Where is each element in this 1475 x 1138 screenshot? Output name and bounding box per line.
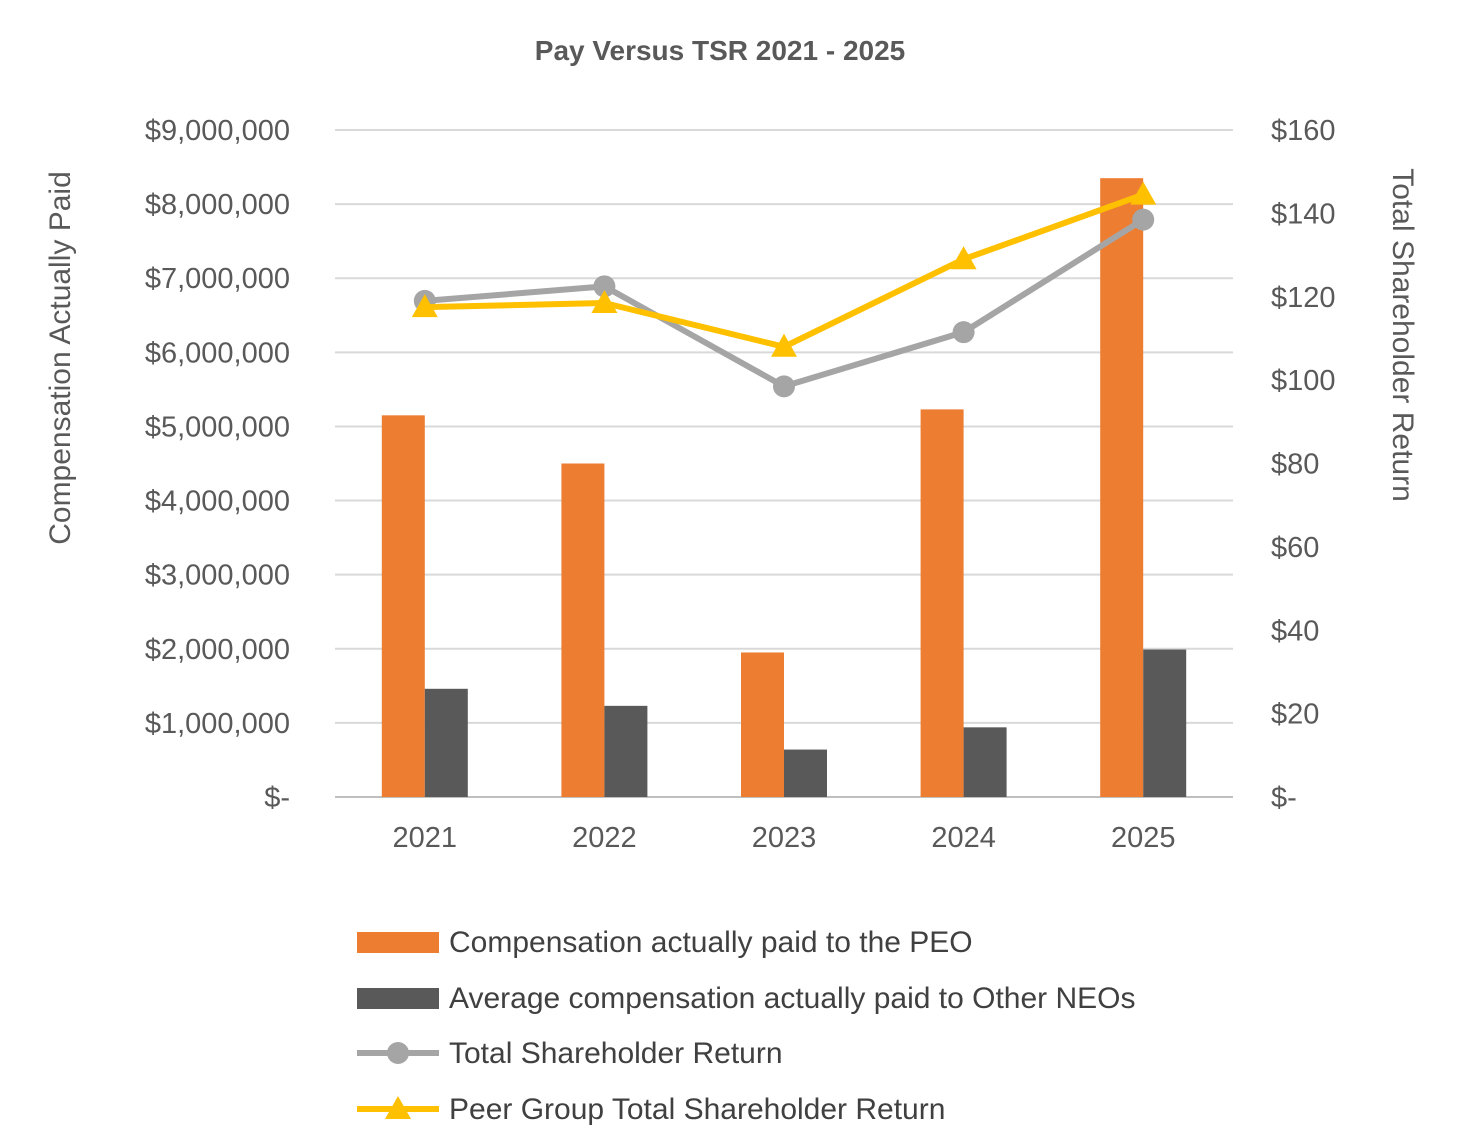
left-tick-label: $3,000,000	[145, 560, 290, 592]
left-tick-label: $4,000,000	[145, 486, 290, 518]
left-tick-label: $1,000,000	[145, 708, 290, 740]
left-tick-label: $7,000,000	[145, 263, 290, 295]
tsr-marker	[773, 375, 795, 398]
left-tick-label: $-	[264, 782, 290, 814]
left-axis-title: Compensation Actually Paid	[44, 171, 77, 545]
legend-marker	[385, 1096, 411, 1119]
left-tick-label: $2,000,000	[145, 634, 290, 666]
bar-series	[381, 178, 1187, 797]
peer-tsr-marker	[1130, 181, 1157, 205]
peer-tsr-marker	[950, 246, 977, 270]
right-axis-ticks: $- $20 $40 $60 $80 $100 $120 $140 $160	[1271, 115, 1336, 814]
right-tick-label: $80	[1271, 449, 1319, 481]
gridlines	[335, 129, 1233, 798]
legend-marker	[387, 1042, 409, 1064]
right-tick-label: $100	[1271, 365, 1336, 397]
legend-swatch	[357, 988, 439, 1009]
right-tick-label: $60	[1271, 532, 1319, 564]
bar-peo	[1100, 178, 1144, 797]
right-tick-label: $20	[1271, 699, 1319, 731]
right-tick-label: $-	[1271, 782, 1297, 814]
bar-other-neos	[604, 705, 648, 797]
legend-label: Compensation actually paid to the PEO	[449, 926, 973, 959]
left-tick-label: $6,000,000	[145, 337, 290, 369]
tsr-marker	[1132, 208, 1155, 231]
legend-label: Peer Group Total Shareholder Return	[449, 1093, 945, 1126]
left-axis-ticks: $- $1,000,000 $2,000,000 $3,000,000 $4,000,0…	[145, 115, 290, 814]
x-tick-label: 2022	[572, 822, 637, 854]
left-tick-label: $5,000,000	[145, 411, 290, 443]
peer-tsr-marker	[411, 294, 438, 318]
peer-tsr-marker	[771, 333, 797, 357]
x-tick-label: 2025	[1111, 822, 1176, 854]
bar-peo	[920, 409, 964, 797]
left-tick-label: $9,000,000	[145, 115, 290, 147]
x-tick-label: 2024	[931, 822, 996, 854]
tsr-marker	[952, 321, 975, 344]
bar-peo	[381, 415, 425, 797]
legend: Compensation actually paid to the PEO Ave…	[357, 926, 1135, 1126]
right-tick-label: $140	[1271, 198, 1336, 230]
bar-peo	[561, 463, 605, 797]
bar-other-neos	[424, 688, 468, 797]
legend-swatch	[357, 932, 439, 953]
right-axis-title: Total Shareholder Return	[1386, 168, 1419, 502]
x-axis-ticks: 2021 2022 2023 2024 2025	[393, 822, 1176, 854]
peer-tsr-marker	[591, 290, 618, 314]
line-series	[411, 181, 1157, 398]
bar-other-neos	[1143, 649, 1187, 797]
bar-other-neos	[784, 749, 827, 797]
x-tick-label: 2021	[393, 822, 458, 854]
bar-other-neos	[963, 727, 1007, 797]
left-tick-label: $8,000,000	[145, 189, 290, 221]
right-tick-label: $160	[1271, 115, 1336, 147]
right-tick-label: $40	[1271, 615, 1319, 647]
tsr-marker	[593, 275, 616, 298]
legend-label: Total Shareholder Return	[449, 1037, 783, 1070]
right-tick-label: $120	[1271, 282, 1336, 314]
peer-tsr-line	[424, 191, 1145, 350]
bar-peo	[741, 652, 784, 797]
x-tick-label: 2023	[752, 822, 817, 854]
chart-title: Pay Versus TSR 2021 - 2025	[535, 35, 905, 66]
legend-label: Average compensation actually paid to Ot…	[449, 982, 1135, 1015]
